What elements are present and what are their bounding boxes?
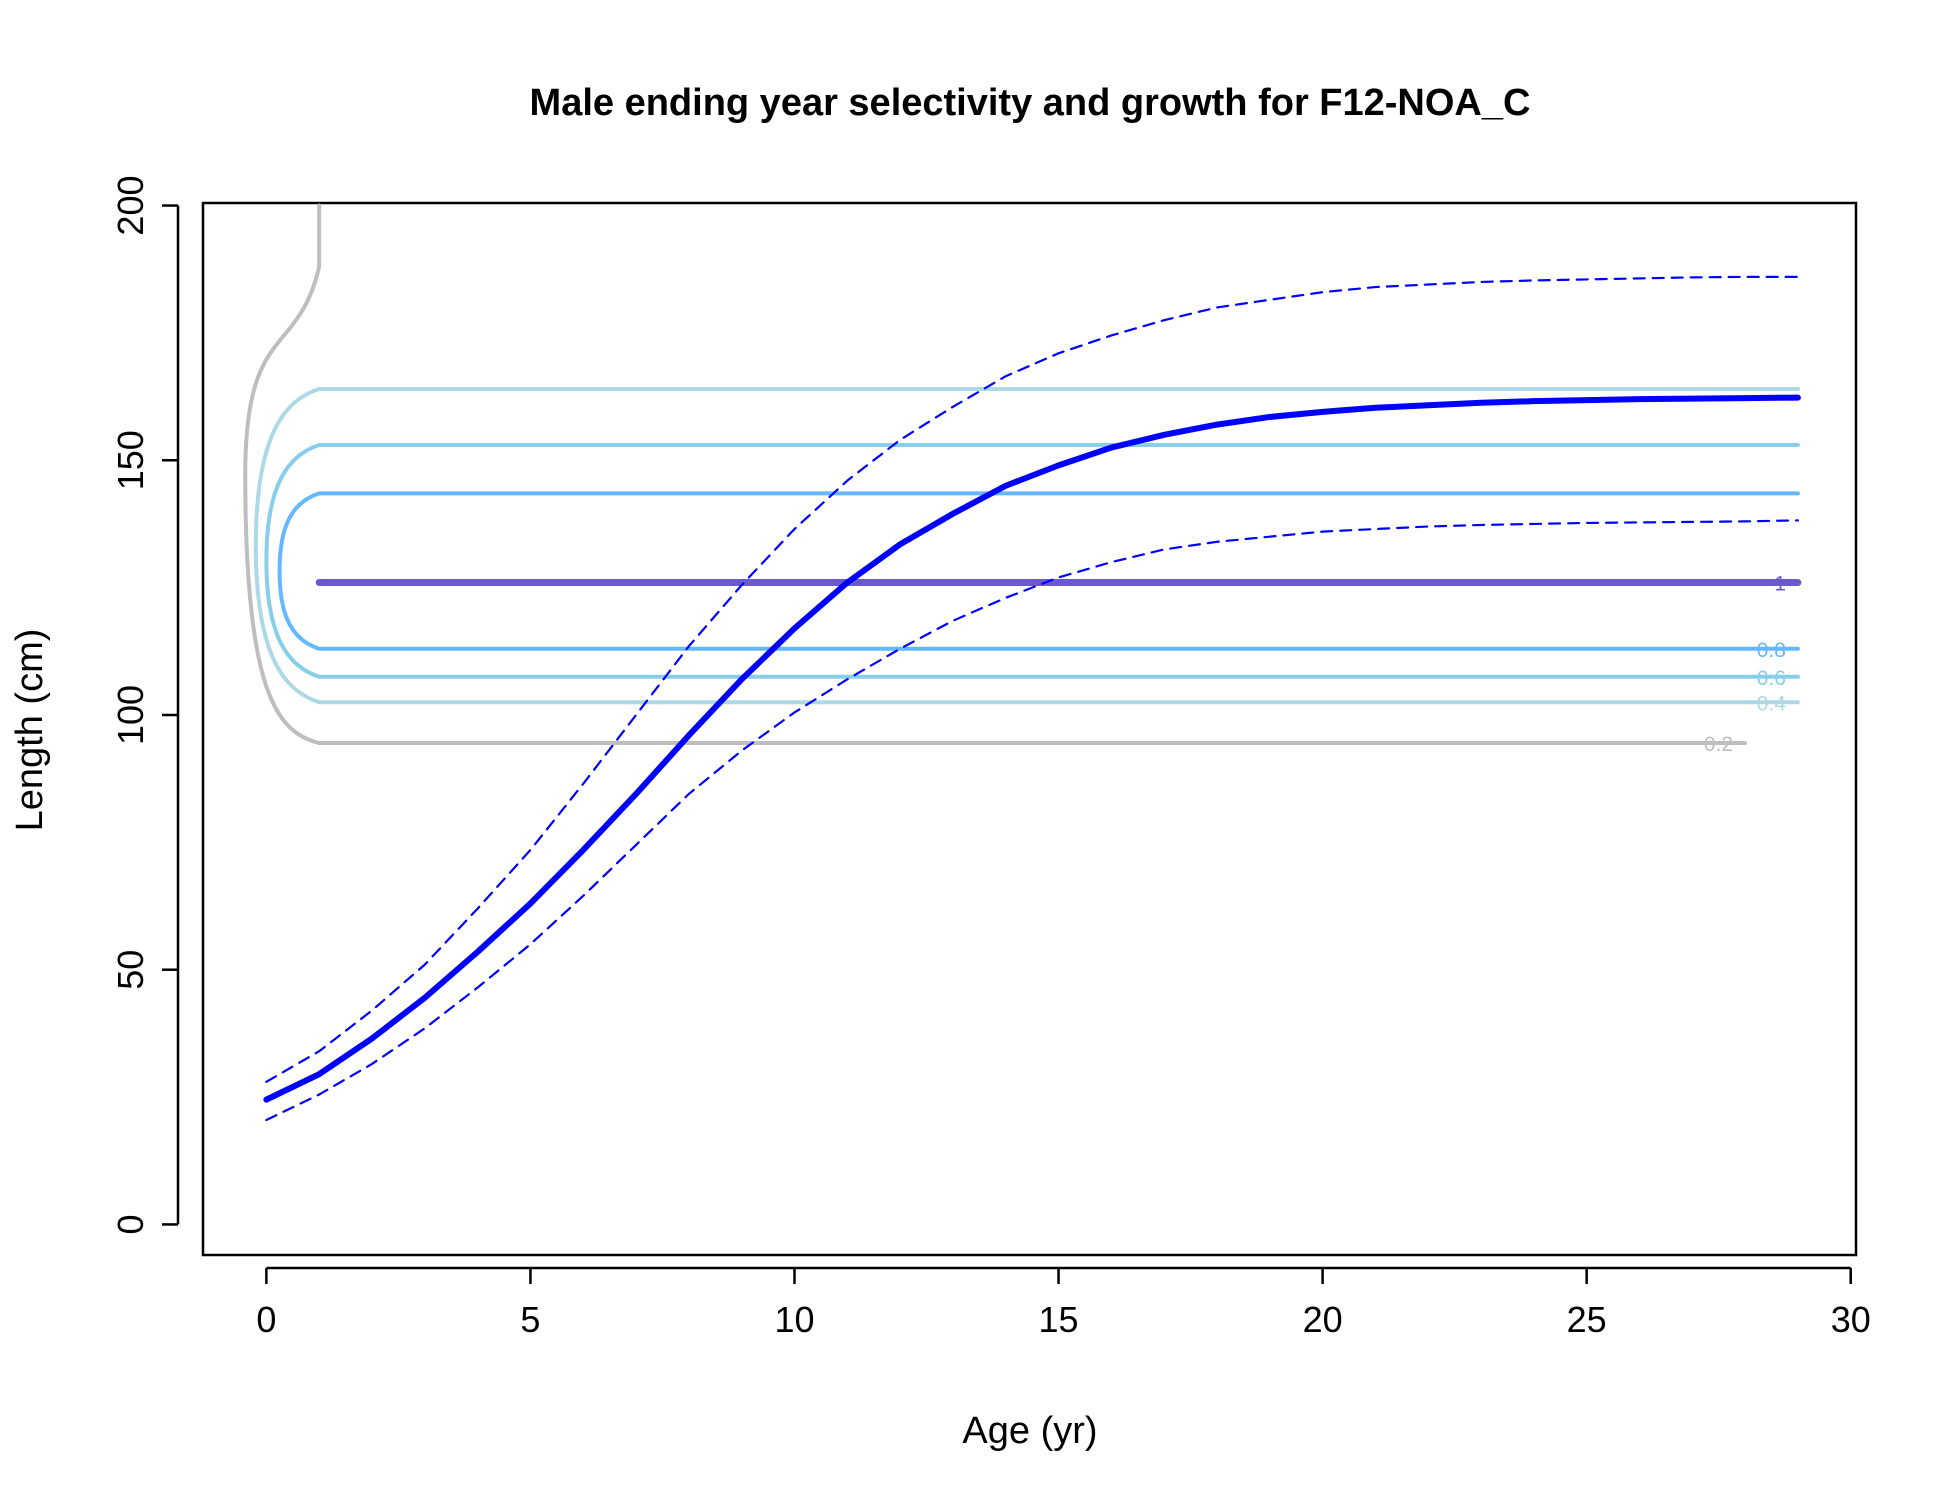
x-tick-label: 0 [256,1299,276,1340]
x-axis: 0 5 10 15 20 25 30 [256,1266,1871,1340]
y-tick-label: 50 [110,950,151,990]
chart-title: Male ending year selectivity and growth … [530,82,1531,124]
y-axis: 0 50 100 150 200 [110,176,180,1234]
contour-0.4 [253,386,1800,705]
y-tick-label: 100 [110,685,151,745]
series-lower-interval [265,519,1800,1122]
contour-label-0.2: 0.2 [1704,733,1733,756]
y-tick-label: 200 [110,176,151,236]
series-mean-length-at-age [263,394,1801,1103]
contour-label-1: 1 [1774,573,1786,596]
contour-0.2 [243,203,1748,746]
growth-series [263,275,1801,1122]
y-axis-label: Length (cm) [9,629,51,832]
plot-frame [201,201,1858,1257]
x-tick-label: 20 [1303,1299,1343,1340]
y-tick-label: 150 [110,430,151,490]
contour-label-0.8: 0.8 [1757,639,1786,662]
x-tick-label: 5 [520,1299,540,1340]
x-axis-label: Age (yr) [962,1410,1097,1452]
x-tick-label: 10 [774,1299,814,1340]
contour-label-0.6: 0.6 [1757,667,1786,690]
contour-label-0.4: 0.4 [1757,692,1787,715]
x-tick-label: 15 [1039,1299,1079,1340]
selectivity-contours: 0.2 0.40.6 0.8 1 [243,203,1802,756]
contour-0.6 [264,442,1800,679]
contour-0.8 [277,491,1800,651]
series-upper-interval [265,275,1800,1083]
y-tick-label: 0 [110,1214,151,1234]
x-tick-label: 30 [1831,1299,1871,1340]
x-tick-label: 25 [1567,1299,1607,1340]
